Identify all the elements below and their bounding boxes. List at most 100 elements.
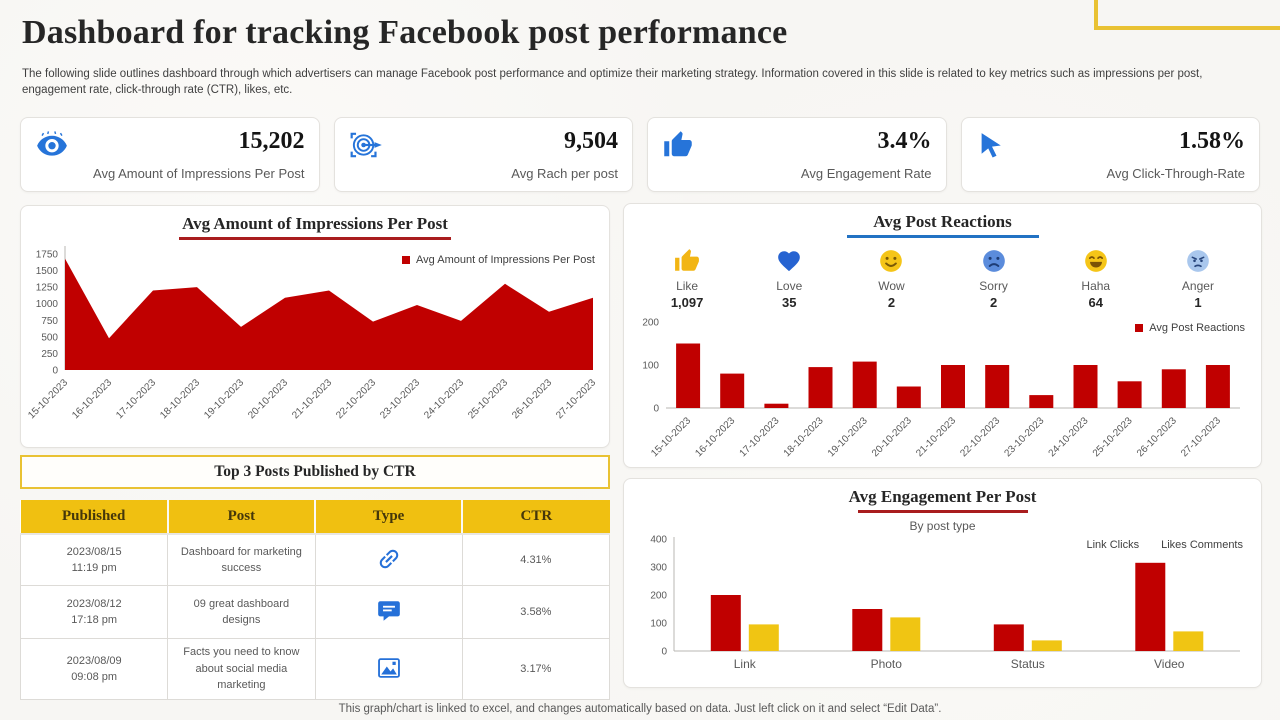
svg-text:15-10-2023: 15-10-2023 [27, 377, 70, 421]
svg-text:17-10-2023: 17-10-2023 [738, 415, 782, 459]
svg-text:25-10-2023: 25-10-2023 [466, 377, 510, 421]
svg-text:1500: 1500 [36, 266, 59, 277]
link-icon [376, 549, 402, 575]
svg-text:200: 200 [642, 318, 659, 329]
svg-text:750: 750 [41, 316, 58, 327]
published-cell: 2023/08/15 11:19 pm [19, 533, 169, 586]
haha-reaction-icon [1045, 248, 1147, 276]
kpi-card-engagement: 3.4% Avg Engagement Rate [647, 117, 947, 192]
reactions-row: Like 1,097 Love 35 Wow 2 Sorry 2 [636, 248, 1249, 310]
reaction-value: 1 [1194, 295, 1202, 310]
engagement-panel: Avg Engagement Per Post By post type Lin… [623, 478, 1262, 688]
svg-text:100: 100 [642, 361, 659, 372]
kpi-label: Avg Click-Through-Rate [1106, 166, 1245, 181]
sorry-reaction-icon [943, 248, 1045, 276]
svg-text:18-10-2023: 18-10-2023 [782, 415, 826, 459]
eye-icon [35, 128, 75, 181]
engagement-legend: Link Clicks Likes Comments [1081, 539, 1244, 551]
reaction-value: 35 [782, 295, 797, 310]
post-cell: 09 great dashboard designs [167, 585, 316, 639]
ctr-cell: 4.31% [461, 533, 611, 586]
engagement-grouped-bar-chart[interactable]: 0 100 200 300 400 Link Photo Status Video [630, 533, 1256, 681]
post-cell: Dashboard for marketing success [167, 533, 316, 586]
engagement-chart-title: Avg Engagement Per Post [848, 487, 1037, 506]
svg-text:25-10-2023: 25-10-2023 [1091, 415, 1135, 459]
love-reaction-icon [738, 248, 840, 276]
title-underline [857, 510, 1028, 513]
col-ctr: CTR [462, 500, 610, 535]
corner-accent [1094, 0, 1280, 30]
published-date: 2023/08/15 [66, 545, 122, 558]
svg-text:15-10-2023: 15-10-2023 [649, 415, 693, 459]
published-time: 09:08 pm [71, 671, 118, 683]
post-title: 09 great dashboard designs [193, 597, 290, 627]
reactions-panel: Avg Post Reactions Like 1,097 Love 35 Wo… [623, 203, 1262, 468]
page-subtitle: The following slide outlines dashboard t… [22, 68, 1203, 97]
impressions-area-chart[interactable]: 0 250 500 750 1000 1250 1500 1750 15-10-2023 16-1… [26, 242, 607, 440]
kpi-value: 1.58% [1179, 128, 1245, 154]
svg-text:Link: Link [734, 657, 757, 671]
kpi-row: 15,202 Avg Amount of Impressions Per Pos… [20, 117, 1260, 192]
image-icon [376, 657, 402, 684]
reaction-love: Love 35 [738, 248, 840, 310]
svg-text:17-10-2023: 17-10-2023 [114, 377, 158, 421]
reaction-name: Wow [878, 279, 905, 293]
svg-text:1000: 1000 [36, 299, 59, 310]
svg-text:1750: 1750 [36, 250, 59, 261]
svg-text:22-10-2023: 22-10-2023 [334, 377, 378, 421]
legend-label: Avg Post Reactions [1149, 322, 1245, 334]
table-header-row: Published Post Type CTR [20, 500, 610, 535]
reach-target-icon [349, 128, 389, 181]
svg-text:27-10-2023: 27-10-2023 [554, 377, 598, 421]
impressions-legend: Avg Amount of Impressions Per Post [402, 254, 595, 266]
kpi-value: 15,202 [238, 128, 305, 154]
reactions-bar-chart[interactable]: 0 100 200 15-10-2023 16-10-2023 17-10-2023 18-… [632, 312, 1256, 464]
svg-text:200: 200 [650, 591, 667, 602]
engagement-chart-subtitle: By post type [909, 519, 976, 533]
title-underline [846, 235, 1039, 238]
type-cell [314, 638, 463, 700]
svg-text:20-10-2023: 20-10-2023 [870, 415, 914, 459]
page-title: Dashboard for tracking Facebook post per… [22, 14, 788, 51]
reactions-legend: Avg Post Reactions [1135, 322, 1245, 334]
table-row: 2023/08/09 09:08 pm Facts you need to kn… [19, 638, 611, 700]
reaction-name: Like [676, 279, 699, 293]
kpi-value: 3.4% [877, 128, 932, 154]
svg-text:1250: 1250 [36, 283, 59, 294]
published-date: 2023/08/12 [66, 597, 122, 610]
reaction-name: Love [776, 279, 803, 293]
col-published: Published [20, 500, 169, 535]
legend-item-likes-comments: Likes Comments [1155, 539, 1243, 551]
top3-title: Top 3 Posts Published by CTR [214, 463, 416, 480]
svg-text:23-10-2023: 23-10-2023 [378, 377, 422, 421]
legend-label: Link Clicks [1086, 539, 1140, 551]
published-time: 17:18 pm [71, 614, 118, 626]
post-cell: Facts you need to know about social medi… [167, 638, 316, 700]
kpi-card-ctr: 1.58% Avg Click-Through-Rate [960, 117, 1260, 192]
published-cell: 2023/08/12 17:18 pm [19, 585, 169, 639]
svg-text:27-10-2023: 27-10-2023 [1179, 415, 1223, 459]
svg-text:16-10-2023: 16-10-2023 [70, 377, 114, 421]
reaction-value: 1,097 [670, 295, 704, 310]
cursor-icon [976, 128, 1016, 181]
svg-text:20-10-2023: 20-10-2023 [246, 377, 290, 421]
kpi-label: Avg Rach per post [511, 166, 618, 181]
post-title: Facts you need to know about social medi… [183, 646, 300, 692]
kpi-value: 9,504 [564, 128, 618, 154]
type-cell [314, 585, 463, 639]
reaction-name: Haha [1081, 279, 1111, 293]
svg-text:19-10-2023: 19-10-2023 [202, 377, 246, 421]
kpi-label: Avg Amount of Impressions Per Post [93, 166, 305, 181]
table-row: 2023/08/12 17:18 pm 09 great dashboard d… [19, 585, 611, 639]
published-date: 2023/08/09 [66, 654, 122, 667]
top3-posts-table: Published Post Type CTR 2023/08/15 11:19… [19, 500, 611, 700]
anger-reaction-icon [1147, 248, 1249, 276]
svg-text:21-10-2023: 21-10-2023 [290, 377, 334, 421]
table-row: 2023/08/15 11:19 pm Dashboard for market… [19, 533, 611, 586]
published-cell: 2023/08/09 09:08 pm [19, 638, 169, 700]
reaction-value: 2 [989, 295, 998, 310]
reaction-wow: Wow 2 [840, 248, 942, 310]
svg-text:Status: Status [1011, 657, 1045, 671]
legend-label: Avg Amount of Impressions Per Post [416, 254, 595, 266]
